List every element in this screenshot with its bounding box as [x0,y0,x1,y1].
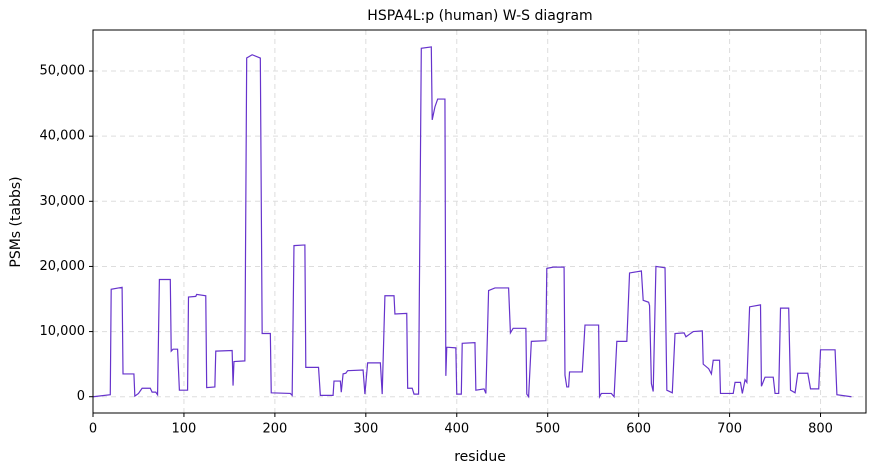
plot-frame [92,29,867,414]
x-tick-label: 600 [626,422,651,437]
x-axis-label: residue [454,449,506,465]
x-tick-label: 500 [535,422,560,437]
x-tick-label: 800 [808,422,833,437]
x-tick-label: 100 [172,422,197,437]
chart-title: HSPA4L:p (human) W-S diagram [367,8,592,24]
x-tick-label: 0 [89,422,97,437]
x-tick-label: 200 [262,422,287,437]
y-axis-label: PSMs (tabbs) [8,176,24,267]
y-tick-label: 30,000 [40,194,86,209]
x-tick-label: 700 [717,422,742,437]
y-tick-label: 10,000 [40,324,86,339]
x-tick-label: 300 [353,422,378,437]
data-line [92,46,852,399]
y-tick-label: 40,000 [40,129,86,144]
y-tick-label: 50,000 [40,64,86,79]
y-tick-label: 20,000 [40,259,86,274]
y-tick-label: 0 [77,389,85,404]
x-tick-label: 400 [444,422,469,437]
